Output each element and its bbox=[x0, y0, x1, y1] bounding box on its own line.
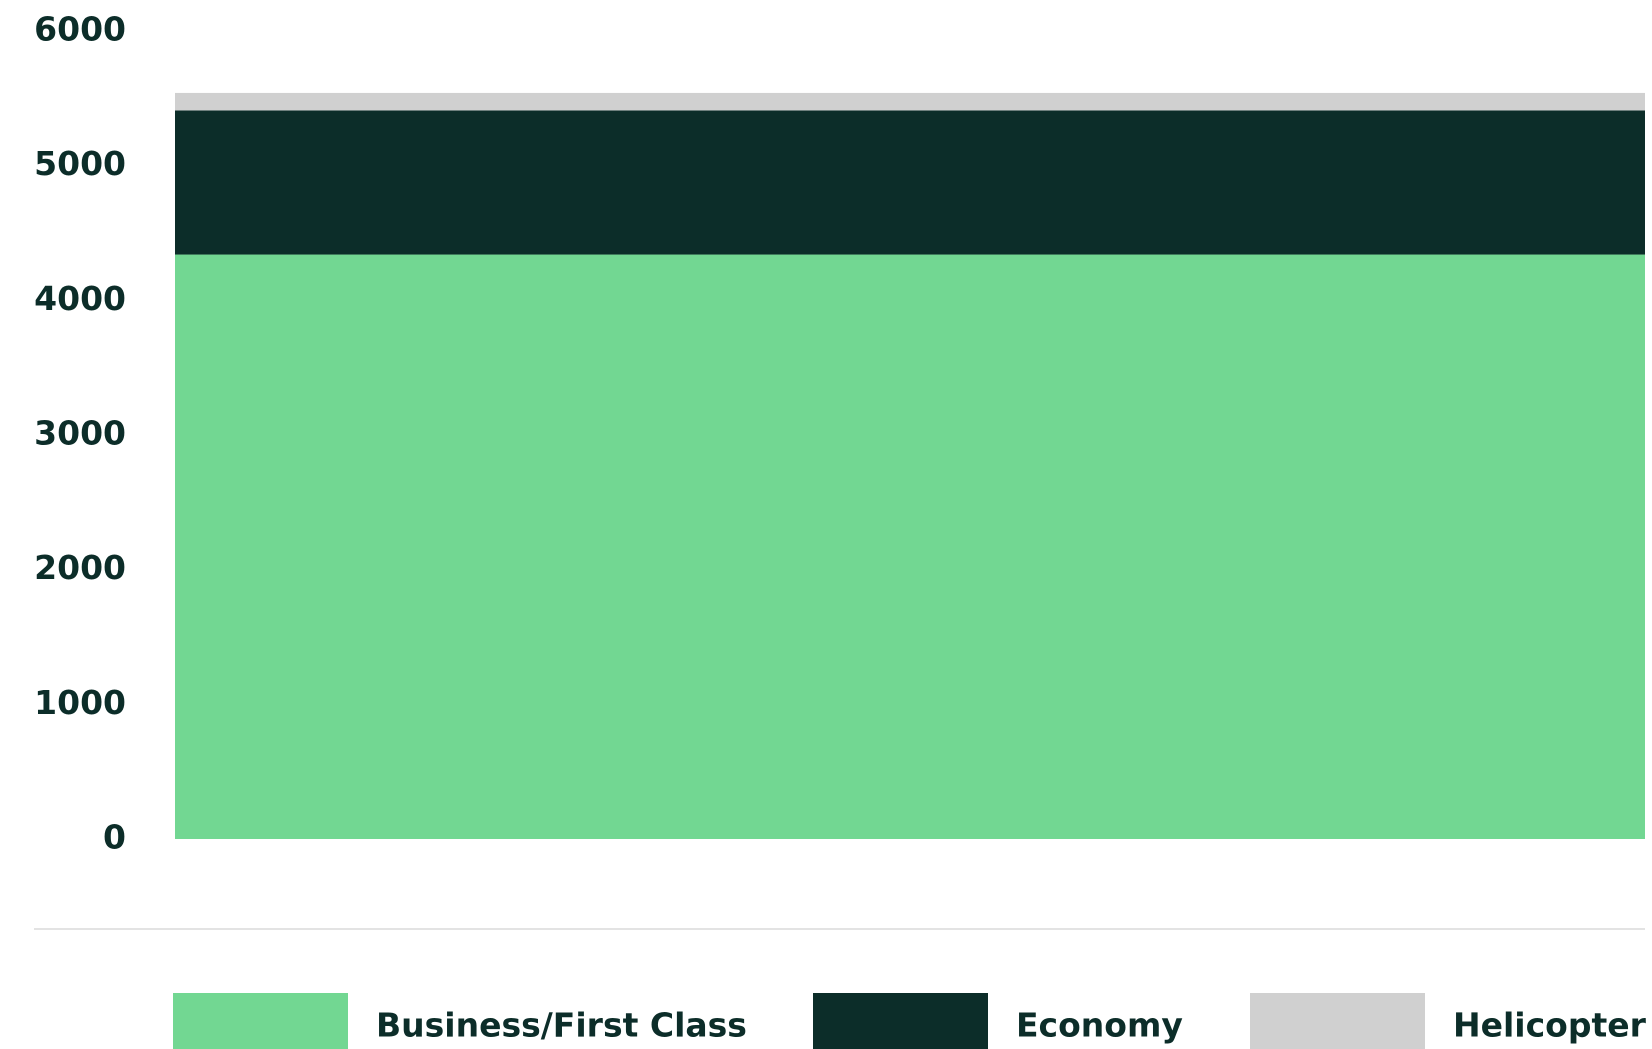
bar-segment bbox=[175, 254, 1645, 840]
y-tick-label: 1000 bbox=[34, 683, 126, 722]
bar-segment bbox=[175, 92, 1645, 111]
y-tick-label: 0 bbox=[103, 818, 126, 857]
legend-label: Helicopter bbox=[1453, 1006, 1647, 1045]
legend-swatch bbox=[813, 993, 988, 1049]
y-tick-label: 2000 bbox=[34, 548, 126, 587]
legend-label: Business/First Class bbox=[376, 1006, 747, 1045]
y-tick-label: 5000 bbox=[34, 144, 126, 183]
legend-label: Economy bbox=[1016, 1006, 1183, 1045]
y-tick-label: 4000 bbox=[34, 279, 126, 318]
legend-swatch bbox=[173, 993, 348, 1049]
bar-segment bbox=[175, 110, 1645, 255]
y-tick-label: 3000 bbox=[34, 414, 126, 453]
legend-swatch bbox=[1250, 993, 1425, 1049]
y-tick-label: 6000 bbox=[34, 10, 126, 49]
